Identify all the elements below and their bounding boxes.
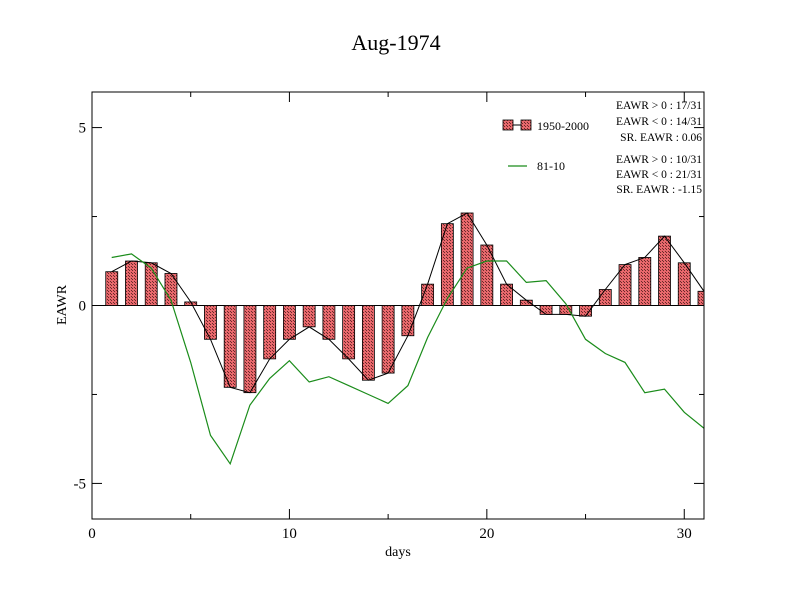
legend: 1950-2000 81-10 <box>502 119 589 173</box>
bar-day-19 <box>460 212 474 306</box>
stat-set1-sr: SR. EAWR : 0.06 <box>620 132 702 144</box>
bar-day-15 <box>381 305 395 374</box>
legend-label-81-10: 81-10 <box>537 159 565 173</box>
x-tick-label-20: 20 <box>479 526 494 542</box>
x-axis-label: days <box>385 545 411 560</box>
x-tick-label-0: 0 <box>88 526 96 542</box>
legend-label-1950-2000: 1950-2000 <box>537 119 589 133</box>
bar-day-26 <box>598 289 612 306</box>
y-tick-label-5: 5 <box>79 121 87 137</box>
bar-day-29 <box>658 235 671 306</box>
y-axis-label: EAWR <box>55 284 70 325</box>
bar-day-11 <box>302 305 316 328</box>
y-tick-label--5: -5 <box>74 476 87 492</box>
bar-day-2 <box>125 260 138 306</box>
bar-day-12 <box>322 305 336 340</box>
bar-day-6 <box>204 305 217 340</box>
bar-day-31 <box>697 290 704 306</box>
bar-day-9 <box>263 305 277 360</box>
bar-day-24 <box>559 305 573 315</box>
bar-day-13 <box>342 305 356 360</box>
series-line-1950-2000 <box>111 212 704 394</box>
x-tick-label-10: 10 <box>282 526 297 542</box>
bar-day-27 <box>618 264 632 306</box>
y-tick-label-0: 0 <box>79 299 87 315</box>
bar-day-28 <box>638 257 652 306</box>
bar-day-16 <box>401 305 415 337</box>
bar-day-8 <box>243 305 257 394</box>
legend-swatch-bar-left <box>502 119 514 131</box>
stats-annotations: EAWR > 0 : 17/31 EAWR < 0 : 14/31 SR. EA… <box>616 100 702 196</box>
bar-day-7 <box>223 305 237 388</box>
series-line-81-10 <box>111 253 704 466</box>
bar-day-1 <box>105 271 119 306</box>
bar-day-14 <box>361 305 375 381</box>
axes: 0 10 20 30 -5 0 5 <box>74 92 704 542</box>
stat-set2-negative: EAWR < 0 : 21/31 <box>616 169 702 181</box>
stat-set2-positive: EAWR > 0 : 10/31 <box>616 154 702 166</box>
x-tick-label-30: 30 <box>677 526 692 542</box>
stat-set2-sr: SR. EAWR : -1.15 <box>616 184 702 196</box>
chart-title: Aug-1974 <box>351 30 440 55</box>
legend-swatch-bar-right <box>520 119 532 131</box>
bar-day-23 <box>539 305 553 315</box>
stat-set1-negative: EAWR < 0 : 14/31 <box>616 116 702 128</box>
stat-set1-positive: EAWR > 0 : 17/31 <box>616 100 702 112</box>
plot-area <box>92 212 704 466</box>
bar-day-10 <box>283 305 296 340</box>
